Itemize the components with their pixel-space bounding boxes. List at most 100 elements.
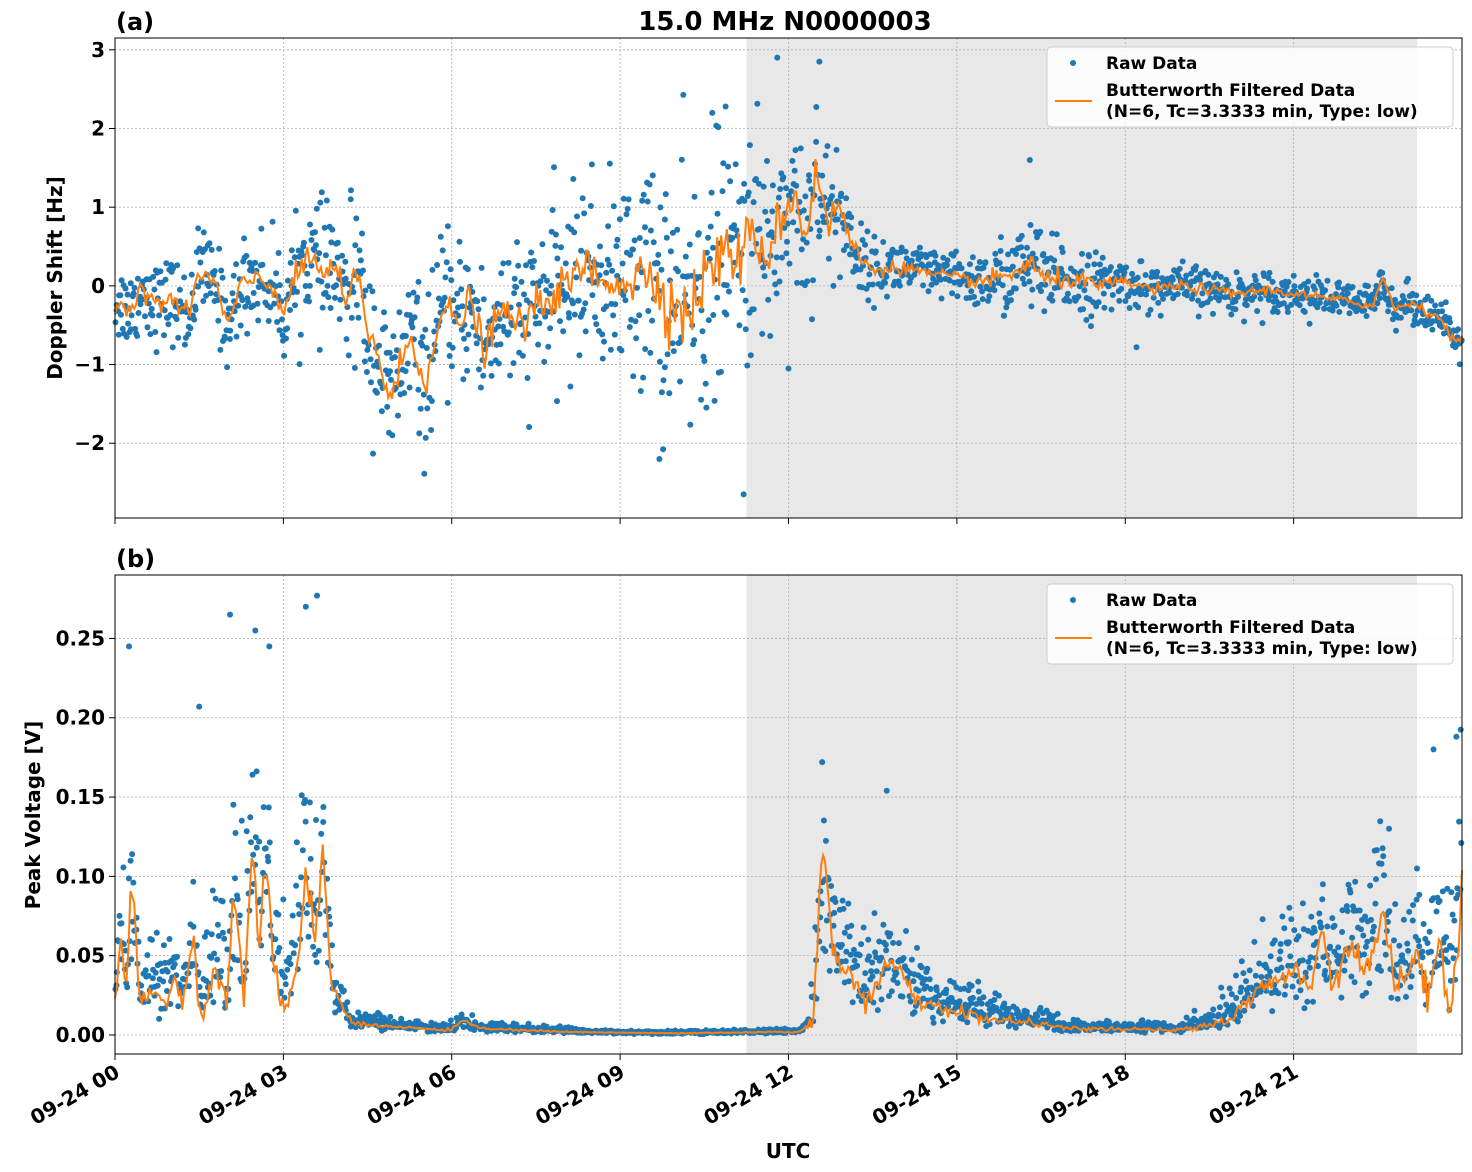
raw-data-point	[1304, 285, 1310, 292]
raw-data-point	[247, 814, 254, 821]
raw-data-point	[1233, 972, 1239, 979]
raw-data-point	[1145, 311, 1152, 318]
raw-data-point	[966, 261, 973, 268]
raw-data-point	[1413, 292, 1420, 299]
raw-data-point	[593, 321, 600, 328]
raw-data-point	[1225, 281, 1232, 288]
raw-data-point	[283, 335, 289, 342]
raw-data-point	[1018, 244, 1025, 251]
raw-data-point	[759, 330, 766, 337]
raw-data-point	[702, 380, 709, 387]
raw-data-point	[740, 491, 747, 498]
raw-data-point	[323, 197, 330, 204]
raw-data-point	[975, 978, 982, 985]
raw-data-point	[1349, 284, 1356, 290]
raw-data-point	[266, 839, 273, 846]
raw-data-point	[1338, 994, 1345, 1001]
raw-data-point	[968, 288, 975, 295]
raw-data-point	[664, 351, 671, 358]
raw-data-point	[843, 948, 850, 955]
raw-data-point	[1259, 916, 1266, 923]
raw-data-point	[1277, 948, 1284, 955]
raw-data-point	[233, 333, 240, 340]
raw-data-point	[302, 603, 309, 610]
raw-data-point	[425, 291, 432, 298]
raw-data-point	[306, 282, 313, 289]
panel-a-yticks: 3 2 1 0 −1 −2	[74, 38, 115, 455]
raw-data-point	[806, 172, 812, 179]
raw-data-point	[437, 233, 444, 240]
raw-data-point	[351, 364, 358, 371]
raw-data-point	[910, 978, 917, 985]
raw-data-point	[1002, 295, 1009, 301]
raw-data-point	[783, 185, 789, 192]
raw-data-point	[388, 376, 394, 383]
raw-data-point	[1241, 1007, 1248, 1014]
raw-data-point	[464, 367, 471, 374]
raw-data-point	[1341, 967, 1348, 974]
raw-data-point	[1091, 261, 1098, 268]
raw-data-point	[1311, 928, 1318, 935]
raw-data-point	[1363, 989, 1370, 996]
raw-data-point	[1322, 287, 1329, 294]
raw-data-point	[624, 205, 631, 212]
raw-data-point	[1199, 290, 1206, 297]
raw-data-point	[872, 248, 879, 255]
raw-data-point	[1429, 326, 1436, 333]
raw-data-point	[715, 124, 722, 131]
raw-data-point	[276, 327, 283, 334]
raw-data-point	[1079, 250, 1085, 257]
raw-data-point	[196, 984, 203, 990]
raw-data-point	[197, 259, 204, 266]
raw-data-point	[214, 956, 221, 963]
raw-data-point	[831, 909, 838, 916]
raw-data-point	[539, 241, 546, 248]
raw-data-point	[1409, 917, 1416, 924]
raw-data-point	[642, 224, 648, 231]
raw-data-point	[1257, 295, 1264, 302]
panel-a-ylabel: Doppler Shift [Hz]	[43, 176, 67, 380]
raw-data-point	[1402, 959, 1409, 966]
raw-data-point	[360, 267, 366, 274]
raw-data-point	[669, 340, 676, 347]
raw-data-point	[444, 223, 451, 230]
raw-data-point	[322, 932, 329, 938]
raw-data-point	[1372, 900, 1379, 907]
raw-data-point	[1238, 958, 1245, 965]
raw-data-point	[411, 314, 418, 321]
raw-data-point	[1444, 959, 1451, 966]
raw-data-point	[667, 248, 674, 255]
raw-data-point	[709, 109, 716, 116]
raw-data-point	[1195, 313, 1202, 320]
raw-data-point	[1083, 317, 1090, 323]
raw-data-point	[1176, 265, 1183, 272]
raw-data-point	[500, 260, 507, 267]
raw-data-point	[292, 207, 299, 214]
raw-data-point	[887, 930, 894, 937]
raw-data-point	[444, 399, 451, 406]
raw-data-point	[610, 203, 617, 210]
raw-data-point	[741, 180, 748, 187]
raw-data-point	[992, 250, 999, 257]
raw-data-point	[1026, 156, 1033, 163]
raw-data-point	[364, 346, 371, 353]
raw-data-point	[606, 160, 613, 167]
raw-data-point	[703, 249, 710, 256]
raw-data-point	[359, 230, 365, 237]
raw-data-point	[1049, 230, 1056, 237]
raw-data-point	[995, 992, 1002, 999]
raw-data-point	[1050, 264, 1057, 271]
raw-data-point	[618, 347, 625, 354]
raw-data-point	[292, 302, 298, 309]
raw-data-point	[813, 104, 820, 110]
raw-data-point	[620, 292, 627, 299]
raw-data-point	[710, 312, 717, 318]
raw-data-point	[822, 948, 829, 954]
raw-data-point	[317, 199, 324, 206]
legend-b-filtered-label: Butterworth Filtered Data	[1106, 618, 1355, 638]
raw-data-point	[682, 253, 689, 260]
raw-data-point	[707, 223, 714, 230]
raw-data-point	[373, 389, 380, 396]
raw-data-point	[1408, 307, 1415, 314]
raw-data-point	[1217, 273, 1224, 280]
